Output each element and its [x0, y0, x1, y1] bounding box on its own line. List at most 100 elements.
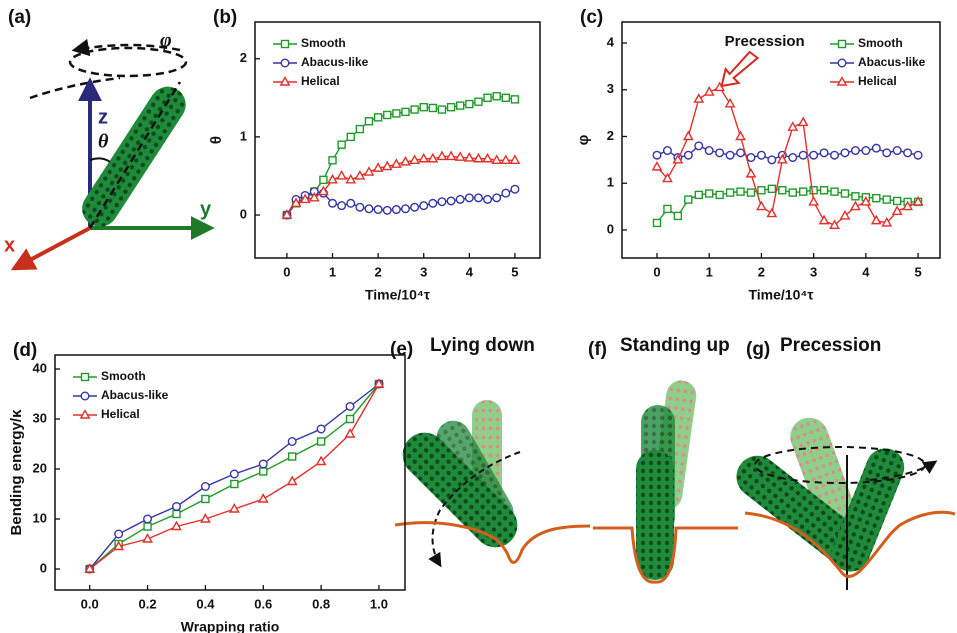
- marker: [510, 184, 520, 194]
- legend-label: Smooth: [301, 36, 346, 50]
- marker: [819, 148, 829, 158]
- marker: [756, 150, 766, 160]
- membrane: [593, 526, 738, 584]
- x-axis-label: Time/10⁴τ: [748, 287, 814, 303]
- marker: [809, 186, 818, 195]
- marker: [446, 196, 456, 206]
- marker: [391, 205, 401, 215]
- x-tick-label: 0: [653, 264, 660, 279]
- marker: [80, 391, 90, 401]
- legend-label: Abacus-like: [301, 55, 369, 69]
- marker: [328, 198, 338, 208]
- marker: [509, 154, 521, 165]
- rod: [636, 450, 674, 580]
- marker: [143, 522, 152, 531]
- marker: [776, 153, 788, 164]
- marker: [346, 198, 356, 208]
- marker: [257, 493, 269, 503]
- marker: [464, 193, 474, 203]
- x-axis-label: Time/10⁴τ: [365, 287, 431, 303]
- marker: [409, 154, 420, 165]
- marker: [735, 130, 746, 141]
- y-tick-label: 2: [240, 50, 247, 65]
- x-tick-label: 1: [329, 264, 336, 279]
- marker: [345, 173, 357, 184]
- marker: [912, 195, 924, 206]
- panel-label: (d): [13, 340, 37, 361]
- marker: [892, 146, 902, 156]
- chart: (d) 0.0 0.2 0.4 0.6 0.8 1.0 0 10 20 30 40 Wrapping r…: [8, 340, 406, 633]
- marker: [757, 186, 766, 195]
- marker: [839, 210, 851, 220]
- marker: [345, 414, 355, 424]
- marker: [682, 130, 694, 141]
- marker: [437, 197, 447, 207]
- marker: [287, 452, 297, 461]
- y-tick-label: 40: [33, 360, 47, 375]
- marker: [787, 121, 799, 131]
- marker: [662, 172, 673, 183]
- panel-g: (g) Precession: [736, 335, 956, 590]
- marker: [871, 143, 881, 153]
- marker: [381, 160, 393, 171]
- marker: [474, 97, 483, 106]
- x-tick-label: 0: [283, 264, 290, 279]
- marker: [662, 146, 672, 156]
- marker: [652, 150, 662, 160]
- marker: [715, 148, 725, 158]
- marker: [902, 200, 914, 211]
- marker: [501, 93, 510, 103]
- angle-label: θ: [98, 131, 109, 153]
- membrane: [394, 521, 591, 564]
- marker: [881, 217, 893, 227]
- x-tick-label: 2: [758, 264, 765, 279]
- marker: [372, 162, 384, 172]
- marker: [410, 202, 420, 212]
- marker: [473, 193, 483, 203]
- marker: [308, 191, 320, 202]
- marker: [808, 195, 820, 206]
- marker: [694, 190, 703, 200]
- marker: [171, 502, 181, 512]
- marker: [336, 170, 348, 180]
- marker: [788, 153, 798, 163]
- rod: [831, 448, 905, 572]
- marker: [172, 509, 181, 519]
- marker: [913, 150, 923, 160]
- y-axis-label: Bending energy/κ: [8, 409, 25, 536]
- axis-label: z: [98, 106, 108, 128]
- marker: [363, 166, 375, 176]
- marker: [456, 101, 465, 110]
- panel-label: (c): [580, 7, 603, 28]
- y-tick-label: 0: [607, 221, 614, 236]
- marker: [445, 150, 457, 161]
- marker: [724, 97, 736, 108]
- marker: [316, 424, 326, 434]
- marker: [809, 150, 819, 160]
- marker: [319, 175, 328, 185]
- marker: [337, 201, 347, 211]
- marker: [316, 437, 326, 446]
- x-tick-label: 1.0: [370, 596, 388, 611]
- marker: [703, 86, 715, 96]
- panel-label: (b): [213, 7, 237, 28]
- marker: [344, 428, 356, 438]
- marker: [756, 200, 767, 211]
- x-tick-label: 0.8: [312, 596, 330, 611]
- marker: [501, 188, 511, 198]
- marker: [286, 475, 298, 486]
- marker: [355, 124, 365, 134]
- x-axis: [10, 226, 91, 271]
- marker: [428, 198, 438, 208]
- marker: [663, 204, 672, 214]
- legend-label: Abacus-like: [858, 55, 926, 69]
- marker: [870, 214, 882, 225]
- panel-label: (g): [746, 339, 770, 360]
- marker: [683, 150, 693, 160]
- marker: [829, 219, 840, 229]
- marker: [830, 150, 840, 160]
- marker: [492, 92, 501, 101]
- marker: [315, 455, 327, 466]
- rod: [736, 455, 864, 565]
